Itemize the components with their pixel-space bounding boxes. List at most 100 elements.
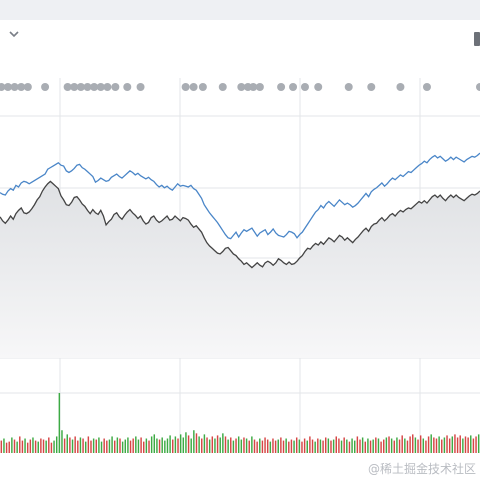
event-marker[interactable]	[23, 83, 32, 91]
event-marker[interactable]	[181, 83, 190, 91]
volume-bar	[251, 436, 253, 453]
event-marker[interactable]	[90, 83, 99, 91]
volume-bar	[451, 436, 454, 453]
volume-bar	[211, 436, 214, 453]
volume-bar	[412, 434, 414, 453]
volume-bar	[311, 439, 314, 453]
volume-bar	[266, 439, 269, 453]
volume-bar	[201, 438, 203, 453]
volume-bar	[13, 439, 16, 453]
volume-bar	[380, 441, 382, 453]
volume-bar	[135, 436, 137, 453]
chart-svg	[0, 58, 480, 480]
volume-bar	[256, 441, 258, 453]
volume-bar	[277, 439, 279, 453]
volume-bar	[409, 436, 411, 453]
volume-bar	[230, 437, 232, 453]
volume-bar	[156, 438, 158, 453]
volume-bar	[364, 441, 366, 453]
event-marker[interactable]	[70, 83, 79, 91]
volume-bar	[84, 441, 87, 453]
volume-bar	[216, 435, 219, 453]
event-marker[interactable]	[237, 83, 246, 91]
volume-bar	[206, 437, 208, 453]
volume-bar	[66, 434, 68, 453]
event-marker[interactable]	[476, 83, 480, 91]
volume-bar	[295, 437, 298, 453]
event-marker[interactable]	[0, 83, 6, 91]
event-marker[interactable]	[83, 83, 92, 91]
volume-bar	[269, 441, 272, 453]
event-marker[interactable]	[396, 83, 405, 91]
volume-bar	[237, 436, 240, 453]
volume-bar	[21, 440, 24, 453]
volume-bar	[208, 439, 211, 453]
event-marker[interactable]	[198, 83, 207, 91]
event-marker[interactable]	[314, 83, 323, 91]
event-marker[interactable]	[123, 83, 132, 91]
event-marker[interactable]	[289, 83, 298, 91]
volume-bar	[45, 440, 47, 453]
volume-bar	[464, 436, 467, 453]
event-marker[interactable]	[218, 83, 227, 91]
volume-bar	[351, 438, 353, 453]
event-marker[interactable]	[17, 83, 26, 91]
volume-bar	[195, 433, 198, 453]
event-marker[interactable]	[111, 83, 120, 91]
volume-bar	[441, 439, 443, 453]
volume-bar	[309, 436, 311, 453]
event-marker[interactable]	[10, 83, 19, 91]
event-marker[interactable]	[103, 83, 112, 91]
volume-bar	[446, 435, 448, 453]
chevron-down-icon[interactable]	[7, 27, 21, 41]
event-marker[interactable]	[300, 83, 309, 91]
event-marker[interactable]	[96, 83, 105, 91]
volume-bars	[0, 393, 480, 453]
volume-bar	[324, 437, 327, 453]
event-marker[interactable]	[189, 83, 198, 91]
event-marker[interactable]	[367, 83, 376, 91]
event-marker[interactable]	[41, 83, 50, 91]
volume-bar	[443, 437, 446, 453]
event-marker[interactable]	[3, 83, 12, 91]
volume-bar	[401, 435, 403, 453]
event-marker[interactable]	[277, 83, 286, 91]
volume-bar	[224, 436, 227, 453]
series-lines	[0, 152, 480, 269]
series-line-price[interactable]	[0, 180, 480, 269]
event-marker[interactable]	[136, 83, 145, 91]
volume-bar	[132, 438, 134, 453]
volume-bar	[37, 441, 39, 453]
volume-bar	[338, 438, 340, 453]
volume-bar	[467, 437, 469, 453]
volume-bar	[16, 441, 18, 453]
volume-bar	[114, 440, 116, 453]
volume-bar	[372, 439, 374, 453]
event-marker[interactable]	[422, 83, 431, 91]
volume-bar	[404, 438, 406, 453]
volume-bar	[53, 440, 55, 453]
volume-bar	[245, 438, 248, 453]
volume-bar	[261, 440, 264, 453]
event-marker[interactable]	[344, 83, 353, 91]
event-marker[interactable]	[249, 83, 258, 91]
volume-bar	[166, 438, 169, 453]
menu-icon[interactable]	[474, 32, 480, 46]
volume-bar	[470, 435, 472, 453]
volume-bar	[174, 436, 177, 453]
event-marker[interactable]	[255, 83, 264, 91]
volume-bar	[430, 434, 432, 453]
volume-bar	[327, 438, 330, 453]
volume-bar	[303, 438, 306, 453]
series-line-index[interactable]	[0, 152, 480, 240]
event-marker[interactable]	[76, 83, 85, 91]
volume-bar	[198, 436, 200, 453]
volume-bar	[50, 442, 53, 453]
volume-bar	[477, 434, 480, 453]
volume-bar	[343, 437, 345, 453]
volume-bar	[8, 441, 10, 453]
volume-bar	[367, 438, 369, 453]
event-marker[interactable]	[63, 83, 72, 91]
chart-toolbar	[0, 20, 480, 59]
volume-bar	[459, 435, 461, 453]
